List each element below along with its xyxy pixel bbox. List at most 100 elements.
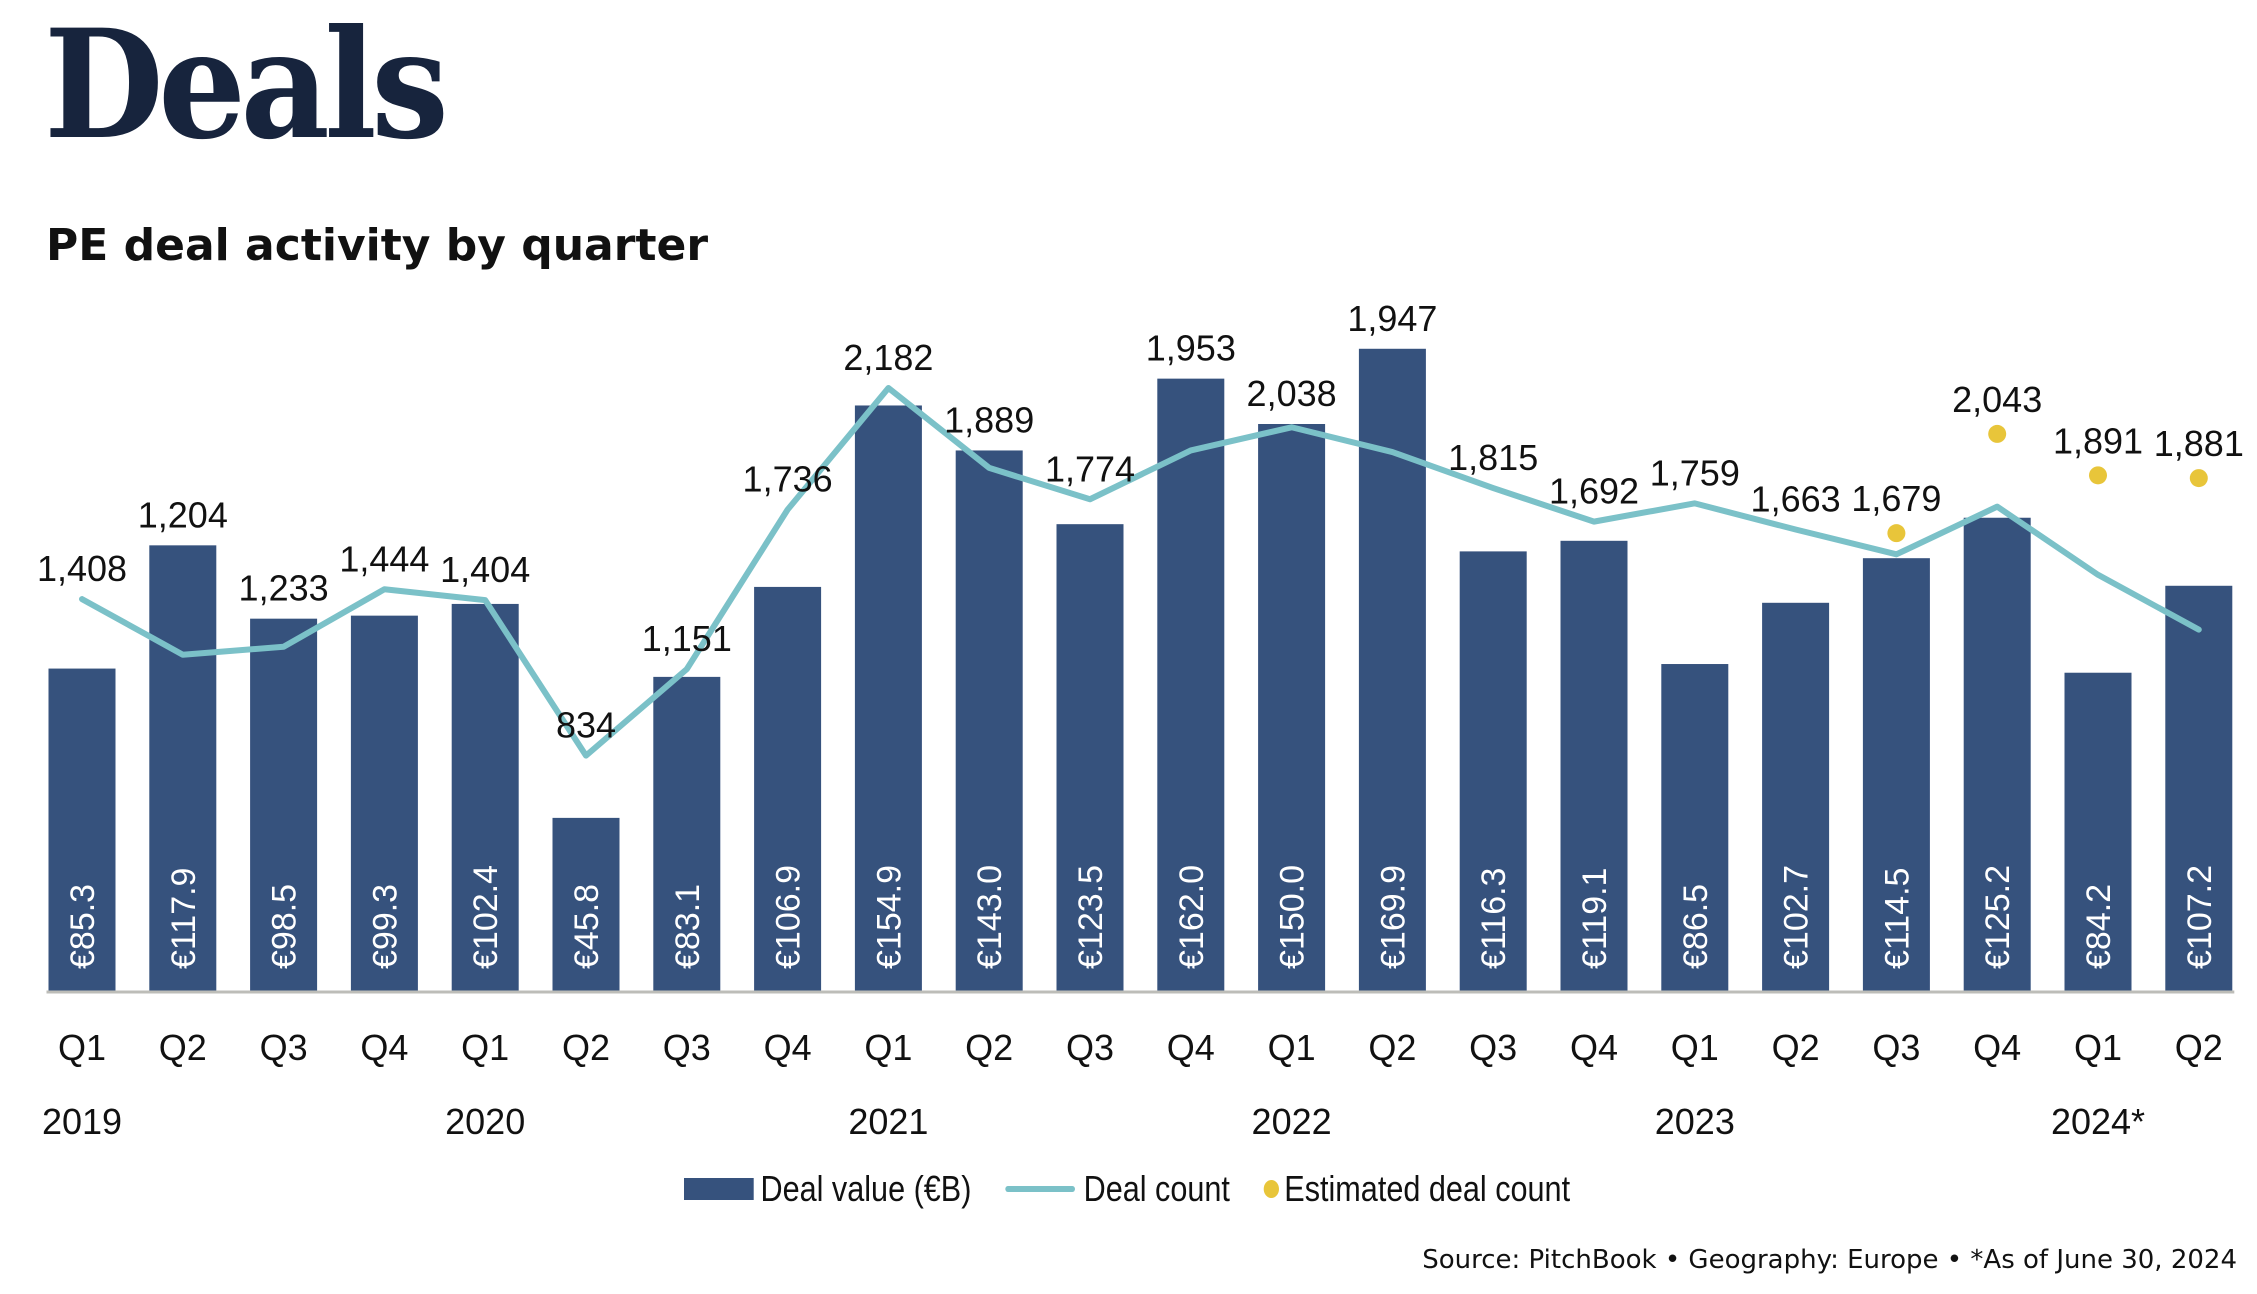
x-tick-label: Q3: [260, 1027, 308, 1068]
bar: [955, 450, 1023, 992]
deal-count-label: 1,815: [1448, 437, 1538, 478]
x-tick-label: Q4: [764, 1027, 812, 1068]
x-tick-label: Q1: [1268, 1027, 1316, 1068]
estimated-count-label: 1,881: [2154, 423, 2244, 464]
source-note: Source: PitchBook • Geography: Europe • …: [1422, 1245, 2237, 1275]
year-label: 2020: [445, 1101, 525, 1142]
deal-count-label: 1,444: [339, 538, 429, 579]
legend-item-estimated-count: Estimated deal count: [1263, 1168, 1571, 1210]
bar-value-label: €150.0: [1274, 865, 1312, 969]
legend-bar-swatch: [684, 1178, 754, 1200]
deal-count-label: 1,151: [642, 618, 732, 659]
bar-value-label: €114.5: [1878, 868, 1916, 969]
bar-value-label: €154.9: [870, 865, 908, 969]
bar: [754, 586, 822, 991]
bar-value-label: €102.4: [467, 865, 505, 969]
deal-count-line: [79, 385, 2202, 759]
x-tick-label: Q3: [663, 1027, 711, 1068]
legend: Deal value (€B) Deal count Estimated dea…: [684, 1168, 1604, 1210]
bar-value-label: €98.5: [266, 884, 304, 969]
legend-item-deal-value: Deal value (€B): [684, 1168, 971, 1210]
bar-value-label: €169.9: [1374, 865, 1412, 969]
year-label: 2022: [1252, 1101, 1332, 1142]
deal-count-label: 1,204: [138, 494, 228, 535]
estimate-dot: [2089, 466, 2107, 485]
estimate-dot: [1988, 424, 2007, 443]
chart-subtitle: PE deal activity by quarter: [46, 220, 709, 271]
x-tick-label: Q1: [2074, 1027, 2122, 1068]
deal-count-label: 1,233: [239, 568, 329, 609]
x-tick-label: Q2: [562, 1027, 610, 1068]
estimated-count-label: 2,043: [1952, 379, 2042, 420]
deal-count-label: 1,953: [1146, 328, 1236, 369]
x-tick-label: Q2: [2175, 1027, 2223, 1068]
bar: [1358, 348, 1426, 991]
bar-value-label: €107.2: [2181, 865, 2219, 969]
bar-value-label: €119.1: [1576, 868, 1614, 969]
legend-label: Estimated deal count: [1284, 1168, 1571, 1209]
x-tick-label: Q3: [1066, 1027, 1114, 1068]
bar: [653, 676, 721, 991]
deal-count-label: 1,663: [1751, 479, 1841, 520]
deal-count-label: 1,889: [944, 399, 1034, 440]
bar: [149, 545, 217, 991]
year-labels-layer: 2019 2020 2021 2022 2023 2024*: [42, 1101, 2145, 1142]
x-tick-label: Q2: [965, 1027, 1013, 1068]
bar-value-label: €117.9: [165, 868, 203, 969]
estimated-count-label: 1,891: [2053, 420, 2143, 461]
legend-item-deal-count: Deal count: [1005, 1168, 1230, 1210]
bar: [48, 668, 116, 991]
bar-value-label: €85.3: [64, 884, 102, 969]
legend-label: Deal count: [1083, 1168, 1230, 1209]
estimated-count-label: 1,679: [1851, 478, 1941, 519]
bar-value-label: €116.3: [1475, 868, 1513, 969]
bar: [1459, 551, 1527, 991]
bar-value-label: €83.1: [669, 884, 707, 969]
x-tick-label: Q1: [1671, 1027, 1719, 1068]
x-tick-labels-layer: Q1 Q2 Q3 Q4 Q1 Q2 Q3 Q4 Q1 Q2 Q3 Q4 Q1 Q2 Q3 Q4 Q1 Q2 Q3 Q4…: [58, 1027, 2223, 1068]
year-label: 2021: [848, 1101, 928, 1142]
x-tick-label: Q1: [461, 1027, 509, 1068]
bar-value-label: €84.2: [2080, 884, 2118, 969]
bar: [1157, 378, 1225, 991]
bar-value-label: €99.3: [366, 884, 404, 969]
bar-value-label: €123.5: [1072, 865, 1110, 969]
x-tick-label: Q2: [159, 1027, 207, 1068]
bar: [250, 618, 318, 991]
bar: [1560, 540, 1628, 991]
year-label: 2024*: [2051, 1101, 2145, 1142]
bar-value-label: €45.8: [568, 884, 606, 969]
deal-count-label: 1,692: [1549, 471, 1639, 512]
legend-dot-swatch: [1263, 1180, 1280, 1198]
x-tick-label: Q4: [1570, 1027, 1618, 1068]
bar-labels-layer: €85.3 €117.9 €98.5 €99.3 €102.4 €45.8 €83.1 €10…: [64, 865, 2219, 969]
x-tick-label: Q1: [864, 1027, 912, 1068]
legend-line-swatch: [1005, 1186, 1076, 1192]
bar: [552, 817, 620, 991]
bar-value-label: €102.7: [1778, 865, 1816, 969]
deal-count-label: 1,404: [440, 549, 530, 590]
deal-count-label: 2,038: [1247, 373, 1337, 414]
x-tick-label: Q4: [360, 1027, 408, 1068]
bar: [1963, 517, 2031, 991]
x-tick-label: Q2: [1772, 1027, 1820, 1068]
estimate-dot: [2189, 469, 2208, 488]
x-tick-label: Q2: [1368, 1027, 1416, 1068]
bar: [1862, 558, 1930, 991]
bar: [1056, 524, 1124, 991]
bar-value-label: €162.0: [1173, 865, 1211, 969]
deal-count-label: 834: [556, 705, 616, 746]
bar-value-label: €106.9: [770, 865, 808, 969]
bar: [350, 615, 418, 991]
x-tick-label: Q4: [1973, 1027, 2021, 1068]
year-label: 2019: [42, 1101, 122, 1142]
deal-count-label: 1,736: [743, 459, 833, 500]
bar: [2064, 672, 2132, 991]
legend-label: Deal value (€B): [760, 1168, 972, 1209]
page-title: Deals: [44, 0, 449, 173]
deal-count-label: 1,408: [37, 548, 127, 589]
estimate-dot: [1887, 524, 1906, 543]
bar: [854, 405, 922, 991]
bar-value-label: €143.0: [971, 865, 1009, 969]
